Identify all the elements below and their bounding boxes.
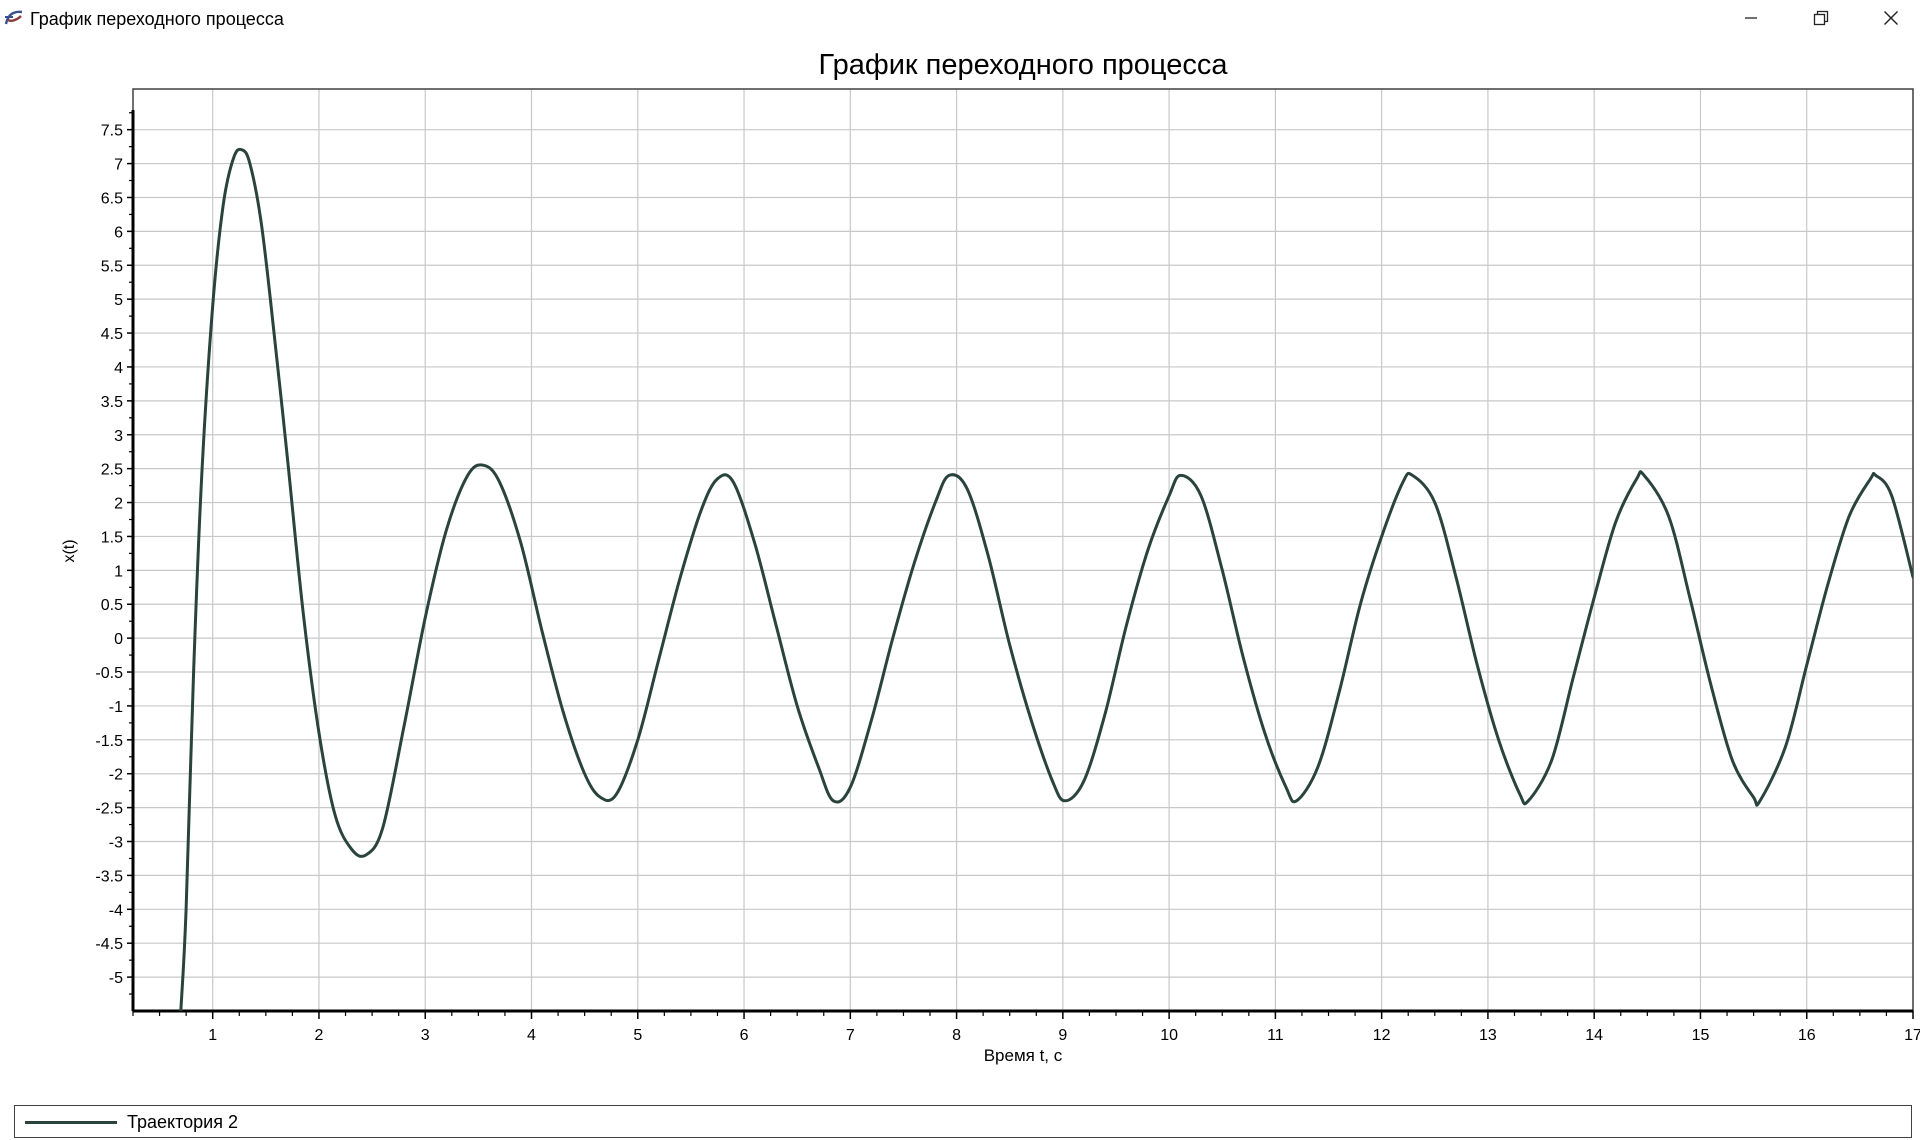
- y-axis-label: x(t): [61, 539, 78, 562]
- x-axis-label: Время t, c: [984, 1046, 1063, 1065]
- y-tick-label: 6: [114, 224, 123, 241]
- y-tick-label: -0.5: [95, 665, 123, 682]
- x-tick-label: 11: [1267, 1027, 1284, 1044]
- y-tick-label: -4.5: [95, 936, 123, 953]
- y-tick-label: -2.5: [95, 801, 123, 818]
- x-tick-label: 10: [1160, 1027, 1178, 1044]
- y-tick-label: 7: [114, 157, 123, 174]
- x-tick-label: 4: [527, 1027, 536, 1044]
- x-tick-label: 8: [952, 1027, 961, 1044]
- y-tick-label: 4.5: [101, 326, 123, 343]
- x-tick-labels: 1 2 3 4 5 6 7 8 9 10 11 12 13 14 15 16 17: [208, 1027, 1920, 1044]
- y-tick-label: 0.5: [101, 597, 123, 614]
- y-tick-labels: 7.5 7 6.5 6 5.5 5 4.5 4 3.5 3 2.5 2 1.5 1 0.5 0 -0.5 -1 -1…: [95, 123, 123, 987]
- grid-lines: [133, 89, 1914, 1011]
- chart-area: 7.5 7 6.5 6 5.5 5 4.5 4 3.5 3 2.5 2 1.5 1 0.5 0 -0.5 -1 -1…: [61, 88, 1920, 1065]
- y-tick-label: 5: [114, 292, 123, 309]
- legend-label: Траектория 2: [127, 1112, 238, 1132]
- y-tick-label: 2.5: [101, 462, 123, 479]
- maximize-button[interactable]: [1786, 0, 1856, 36]
- y-tick-label: -3: [109, 835, 123, 852]
- y-tick-label: 1.5: [101, 529, 123, 546]
- y-tick-label: 5.5: [101, 258, 123, 275]
- x-tick-label: 1: [208, 1027, 217, 1044]
- minimize-button[interactable]: [1716, 0, 1786, 36]
- y-tick-label: 3.5: [101, 394, 123, 411]
- minimize-icon: [1745, 17, 1757, 19]
- y-tick-label: -3.5: [95, 868, 123, 885]
- x-tick-label: 13: [1479, 1027, 1497, 1044]
- y-tick-label: 3: [114, 428, 123, 445]
- x-tick-label: 7: [846, 1027, 855, 1044]
- series-line-trajectory-2: [179, 147, 1913, 1011]
- app-logo-icon: [4, 10, 23, 25]
- y-tick-label: 6.5: [101, 190, 123, 207]
- x-tick-label: 16: [1798, 1027, 1816, 1044]
- x-tick-label: 6: [740, 1027, 749, 1044]
- x-tick-label: 15: [1692, 1027, 1710, 1044]
- x-tick-label: 2: [315, 1027, 324, 1044]
- y-tick-label: -1.5: [95, 733, 123, 750]
- x-tick-label: 3: [421, 1027, 430, 1044]
- x-tick-label: 14: [1585, 1027, 1603, 1044]
- y-tick-label: -4: [109, 902, 123, 919]
- close-icon: [1884, 11, 1898, 25]
- y-tick-label: -1: [109, 699, 123, 716]
- y-tick-label: 1: [114, 563, 123, 580]
- legend-swatch: [25, 1121, 117, 1124]
- close-button[interactable]: [1856, 0, 1920, 36]
- restore-icon: [1813, 10, 1829, 26]
- chart-title: График переходного процесса: [818, 49, 1228, 81]
- axis-ticks: [127, 112, 1914, 1019]
- y-tick-label: 7.5: [101, 123, 123, 140]
- legend: Траектория 2: [14, 1105, 1912, 1138]
- window-title: График переходного процесса: [30, 9, 284, 29]
- x-tick-label: 5: [633, 1027, 642, 1044]
- plot-frame: [132, 88, 1914, 1012]
- y-tick-label: 4: [114, 360, 123, 377]
- x-tick-label: 9: [1058, 1027, 1067, 1044]
- y-tick-label: -5: [109, 970, 123, 987]
- x-tick-label: 12: [1373, 1027, 1391, 1044]
- y-tick-label: -2: [109, 767, 123, 784]
- y-tick-label: 2: [114, 496, 123, 513]
- y-tick-label: 0: [114, 631, 123, 648]
- title-bar: График переходного процесса: [0, 0, 1920, 38]
- x-tick-label: 17: [1904, 1027, 1920, 1044]
